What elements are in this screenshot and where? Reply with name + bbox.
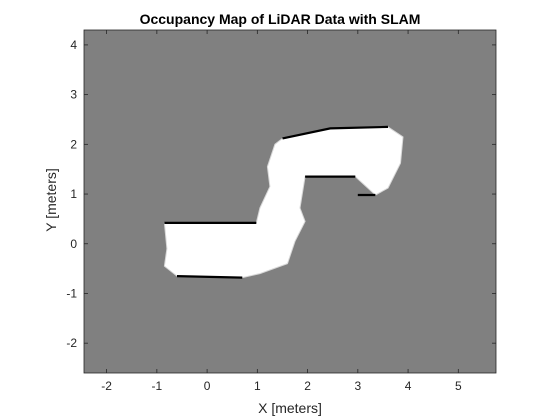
y-tick-label: 0	[70, 237, 77, 251]
y-tick-label: 2	[70, 137, 77, 151]
x-tick-label: 0	[204, 379, 211, 393]
x-tick-label: 2	[304, 379, 311, 393]
plot-area	[84, 30, 496, 373]
y-axis-label: Y [meters]	[43, 168, 59, 232]
y-tick-label: 1	[70, 187, 77, 201]
x-tick-label: -1	[152, 379, 163, 393]
x-axis-label: X [meters]	[258, 400, 322, 416]
occupied-edge	[177, 276, 242, 278]
y-tick-label: -2	[66, 336, 77, 350]
y-tick-label: 4	[70, 38, 77, 52]
x-tick-label: 4	[405, 379, 412, 393]
y-tick-label: -1	[66, 286, 77, 300]
x-tick-label: -2	[101, 379, 112, 393]
x-tick-label: 5	[455, 379, 462, 393]
x-tick-label: 1	[254, 379, 261, 393]
chart-title: Occupancy Map of LiDAR Data with SLAM	[140, 11, 421, 27]
y-tick-label: 3	[70, 88, 77, 102]
x-tick-label: 3	[354, 379, 361, 393]
